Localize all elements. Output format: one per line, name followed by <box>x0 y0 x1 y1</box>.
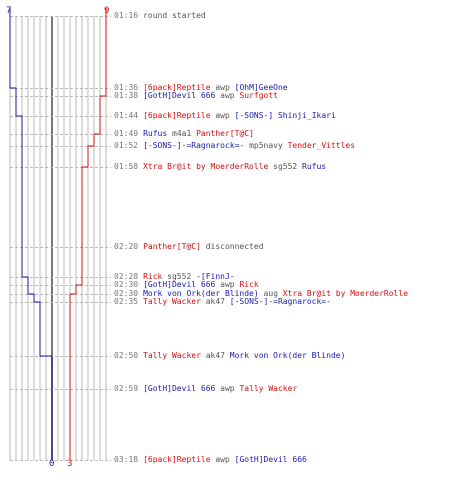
blue-player-name: [GotH]Devil 666 <box>143 384 216 393</box>
event-action-text: awp <box>215 384 240 393</box>
event-action-text: awp <box>215 91 240 100</box>
event-time: 01:58 <box>114 162 139 171</box>
blue-start-count: 7 <box>6 6 12 16</box>
event-row: 02:30 [GotH]Devil 666 awp Rick <box>114 280 259 289</box>
event-row: 02:35 Tally Wacker ak47 [-SONS-]-=Ragnaro… <box>114 297 331 306</box>
event-row: 01:44 [6pack]Reptile awp [-SONS-] Shinji_… <box>114 111 336 120</box>
red-end-count: 3 <box>67 459 73 469</box>
event-action-text: sg552 <box>162 272 197 281</box>
event-action-text: disconnected <box>200 242 264 251</box>
event-row: 01:16 round started <box>114 11 206 20</box>
event-action-text: awp <box>215 280 240 289</box>
event-action-text: awp <box>210 455 235 464</box>
event-action-text: mp5navy <box>244 141 288 150</box>
event-time: 01:16 <box>114 11 139 20</box>
event-row: 01:49 Rufus m4a1 Panther[T@C] <box>114 129 254 138</box>
blue-player-name: [-SONS-] Shinji_Ikari <box>234 111 336 120</box>
red-player-name: [6pack]Reptile <box>143 455 211 464</box>
blue-player-name: Rufus <box>143 129 168 138</box>
event-row: 01:36 [6pack]Reptile awp [OhM]GeeOne <box>114 83 288 92</box>
event-action-text: awp <box>210 111 235 120</box>
blue-player-name: -[FinnJ- <box>196 272 235 281</box>
blue-team-step-line <box>9 8 53 460</box>
event-time: 02:28 <box>114 272 139 281</box>
event-time: 01:44 <box>114 111 139 120</box>
blue-player-name: [GotH]Devil 666 <box>143 91 216 100</box>
event-row: 03:18 [6pack]Reptile awp [GotH]Devil 666 <box>114 455 307 464</box>
red-player-name: Panther[T@C] <box>196 129 254 138</box>
event-row: 02:50 Tally Wacker ak47 Mork von Ork(der … <box>114 351 345 360</box>
event-action-text: awp <box>210 83 235 92</box>
event-time: 03:18 <box>114 455 139 464</box>
event-action-text: ak47 <box>200 351 230 360</box>
event-row: 01:52 [-SONS-]-=Ragnarock=- mp5navy Tende… <box>114 141 355 150</box>
event-row: 02:20 Panther[T@C] disconnected <box>114 242 264 251</box>
red-start-count: 9 <box>104 6 110 16</box>
red-player-name: Tender_Vittles <box>287 141 356 150</box>
red-player-name: Panther[T@C] <box>143 242 201 251</box>
red-player-name: Rick <box>239 280 259 289</box>
event-time: 02:20 <box>114 242 139 251</box>
event-row: 01:58 Xtra Br@it by MoerderRolle sg552 Ru… <box>114 162 326 171</box>
red-player-name: Xtra Br@it by MoerderRolle <box>282 289 409 298</box>
event-time: 02:35 <box>114 297 139 306</box>
red-player-name: [6pack]Reptile <box>143 111 211 120</box>
blue-player-name: [OhM]GeeOne <box>234 83 288 92</box>
event-row: 02:30 Mork von Ork(der Blinde) aug Xtra B… <box>114 289 408 298</box>
event-time: 01:38 <box>114 91 139 100</box>
event-row: 01:38 [GotH]Devil 666 awp Surfgott <box>114 91 278 100</box>
event-action-text: aug <box>258 289 283 298</box>
blue-player-name: [GotH]Devil 666 <box>143 280 216 289</box>
red-player-name: [6pack]Reptile <box>143 83 211 92</box>
event-action-text: m4a1 <box>167 129 197 138</box>
event-time: 01:52 <box>114 141 139 150</box>
event-action-text: sg552 <box>268 162 303 171</box>
blue-end-count: 0 <box>49 459 55 469</box>
red-player-name: Xtra Br@it by MoerderRolle <box>143 162 269 171</box>
event-time: 01:49 <box>114 129 139 138</box>
event-action-text: ak47 <box>200 297 230 306</box>
red-player-name: Rick <box>143 272 163 281</box>
blue-player-name: [-SONS-]-=Ragnarock=- <box>143 141 245 150</box>
blue-player-name: [-SONS-]-=Ragnarock=- <box>229 297 331 306</box>
event-time: 02:30 <box>114 280 139 289</box>
event-time: 02:59 <box>114 384 139 393</box>
event-action-text: round started <box>143 11 206 20</box>
blue-player-name: [GotH]Devil 666 <box>234 455 307 464</box>
blue-player-name: Mork von Ork(der Blinde) <box>143 289 259 298</box>
event-row: 02:28 Rick sg552 -[FinnJ- <box>114 272 235 281</box>
event-time: 01:36 <box>114 83 139 92</box>
red-player-name: Tally Wacker <box>143 297 201 306</box>
red-team-step-line <box>69 8 107 460</box>
event-row: 02:59 [GotH]Devil 666 awp Tally Wacker <box>114 384 297 393</box>
red-player-name: Surfgott <box>239 91 278 100</box>
red-player-name: Tally Wacker <box>239 384 298 393</box>
blue-player-name: Rufus <box>302 162 327 171</box>
event-time: 02:50 <box>114 351 139 360</box>
blue-player-name: Mork von Ork(der Blinde) <box>229 351 346 360</box>
red-player-name: Tally Wacker <box>143 351 201 360</box>
event-time: 02:30 <box>114 289 139 298</box>
